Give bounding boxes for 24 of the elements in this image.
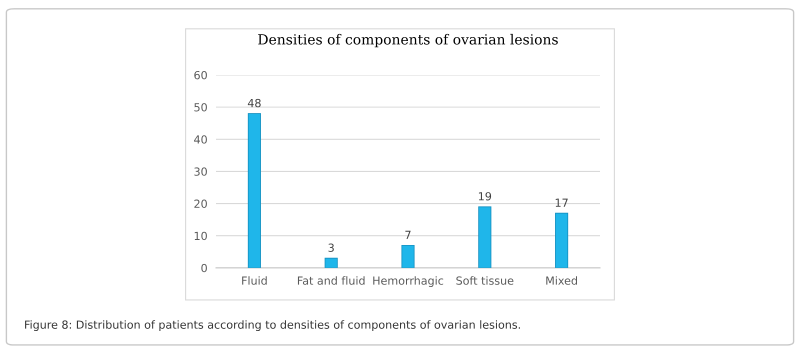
y-tick-label: 10 (194, 232, 207, 240)
y-tick-label: 0 (201, 264, 207, 272)
data-label: 3 (328, 244, 334, 252)
data-label: 7 (405, 230, 411, 239)
data-label: 48 (248, 98, 261, 108)
y-tick-label: 30 (194, 167, 207, 176)
x-tick-label: Fat and fluid (298, 276, 365, 285)
x-tick-label: Hemorrhagic (373, 276, 444, 287)
y-tick-label: 50 (194, 103, 207, 112)
data-label: 19 (478, 192, 492, 200)
y-tick-label: 20 (194, 200, 207, 208)
y-tick-label: 40 (194, 135, 207, 144)
x-tick-label: Mixed (546, 276, 577, 285)
data-label: 17 (556, 198, 568, 207)
caption: Figure 8: Distribution of patients according to densities of components of ovarian lesions. (25, 320, 520, 331)
bar (555, 212, 568, 268)
x-tick-label: Soft tissue (456, 276, 514, 285)
bar (324, 258, 338, 268)
chart-title: Densities of components of ovarian lesions (258, 34, 558, 48)
bar (401, 244, 415, 268)
bar (478, 206, 492, 268)
y-tick-label: 60 (194, 70, 207, 80)
bar (248, 113, 261, 268)
x-tick-label: Fluid (242, 276, 267, 285)
